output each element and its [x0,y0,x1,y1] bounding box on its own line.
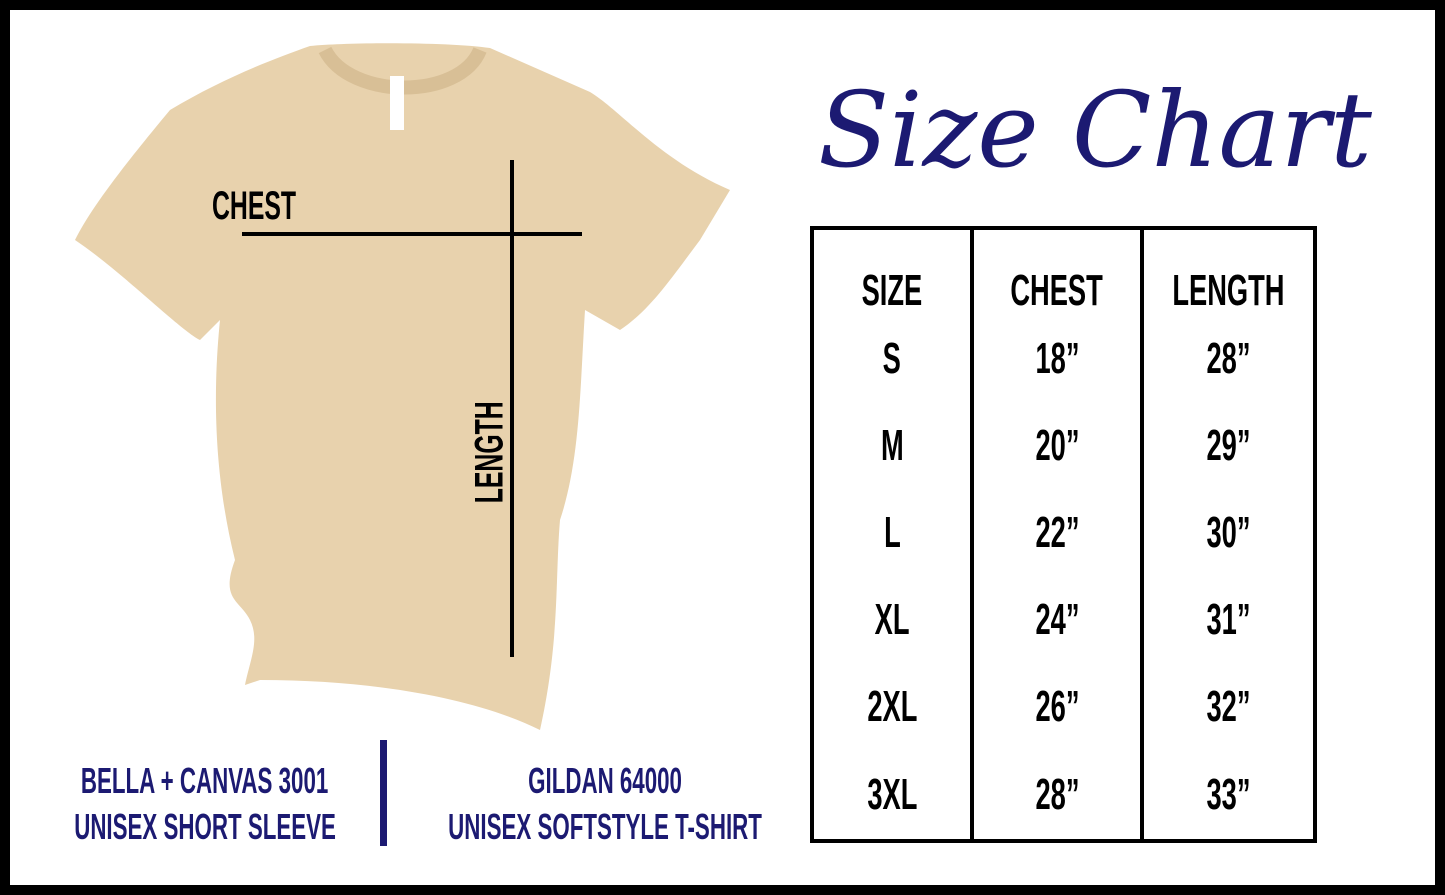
brand-divider [380,740,387,846]
table-row: M 20” 29” [810,402,1317,490]
table-row: L 22” 30” [810,489,1317,577]
tshirt-image [75,43,730,731]
table-row: XL 24” 31” [810,576,1317,664]
tshirt-body [75,43,730,731]
table-header-row: SIZE CHEST LENGTH [810,228,1317,316]
chest-label: CHEST [212,184,297,228]
table-row: 2XL 26” 32” [810,663,1317,751]
header-chest: CHEST [970,228,1144,316]
brand-bella-canvas: BELLA + CANVAS 3001 UNISEX SHORT SLEEVE [74,760,336,847]
tshirt-collar [318,46,487,95]
header-size: SIZE [810,228,974,316]
brand-gildan: GILDAN 64000 UNISEX SOFTSTYLE T-SHIRT [448,760,762,847]
length-label: LENGTH [467,401,512,504]
table-row: 3XL 28” 33” [810,750,1317,841]
size-table: SIZE CHEST LENGTH S 18” 28” M 20” 29” L 22” 30… [810,226,1317,843]
table-row: S 18” 28” [810,316,1317,403]
header-length: LENGTH [1140,228,1317,316]
page-title: Size Chart [818,69,1372,191]
tshirt-tag [390,76,404,130]
